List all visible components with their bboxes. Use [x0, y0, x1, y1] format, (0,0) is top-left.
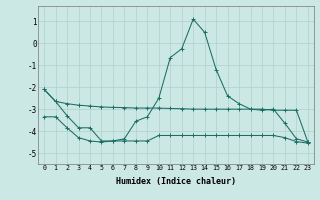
X-axis label: Humidex (Indice chaleur): Humidex (Indice chaleur): [116, 177, 236, 186]
